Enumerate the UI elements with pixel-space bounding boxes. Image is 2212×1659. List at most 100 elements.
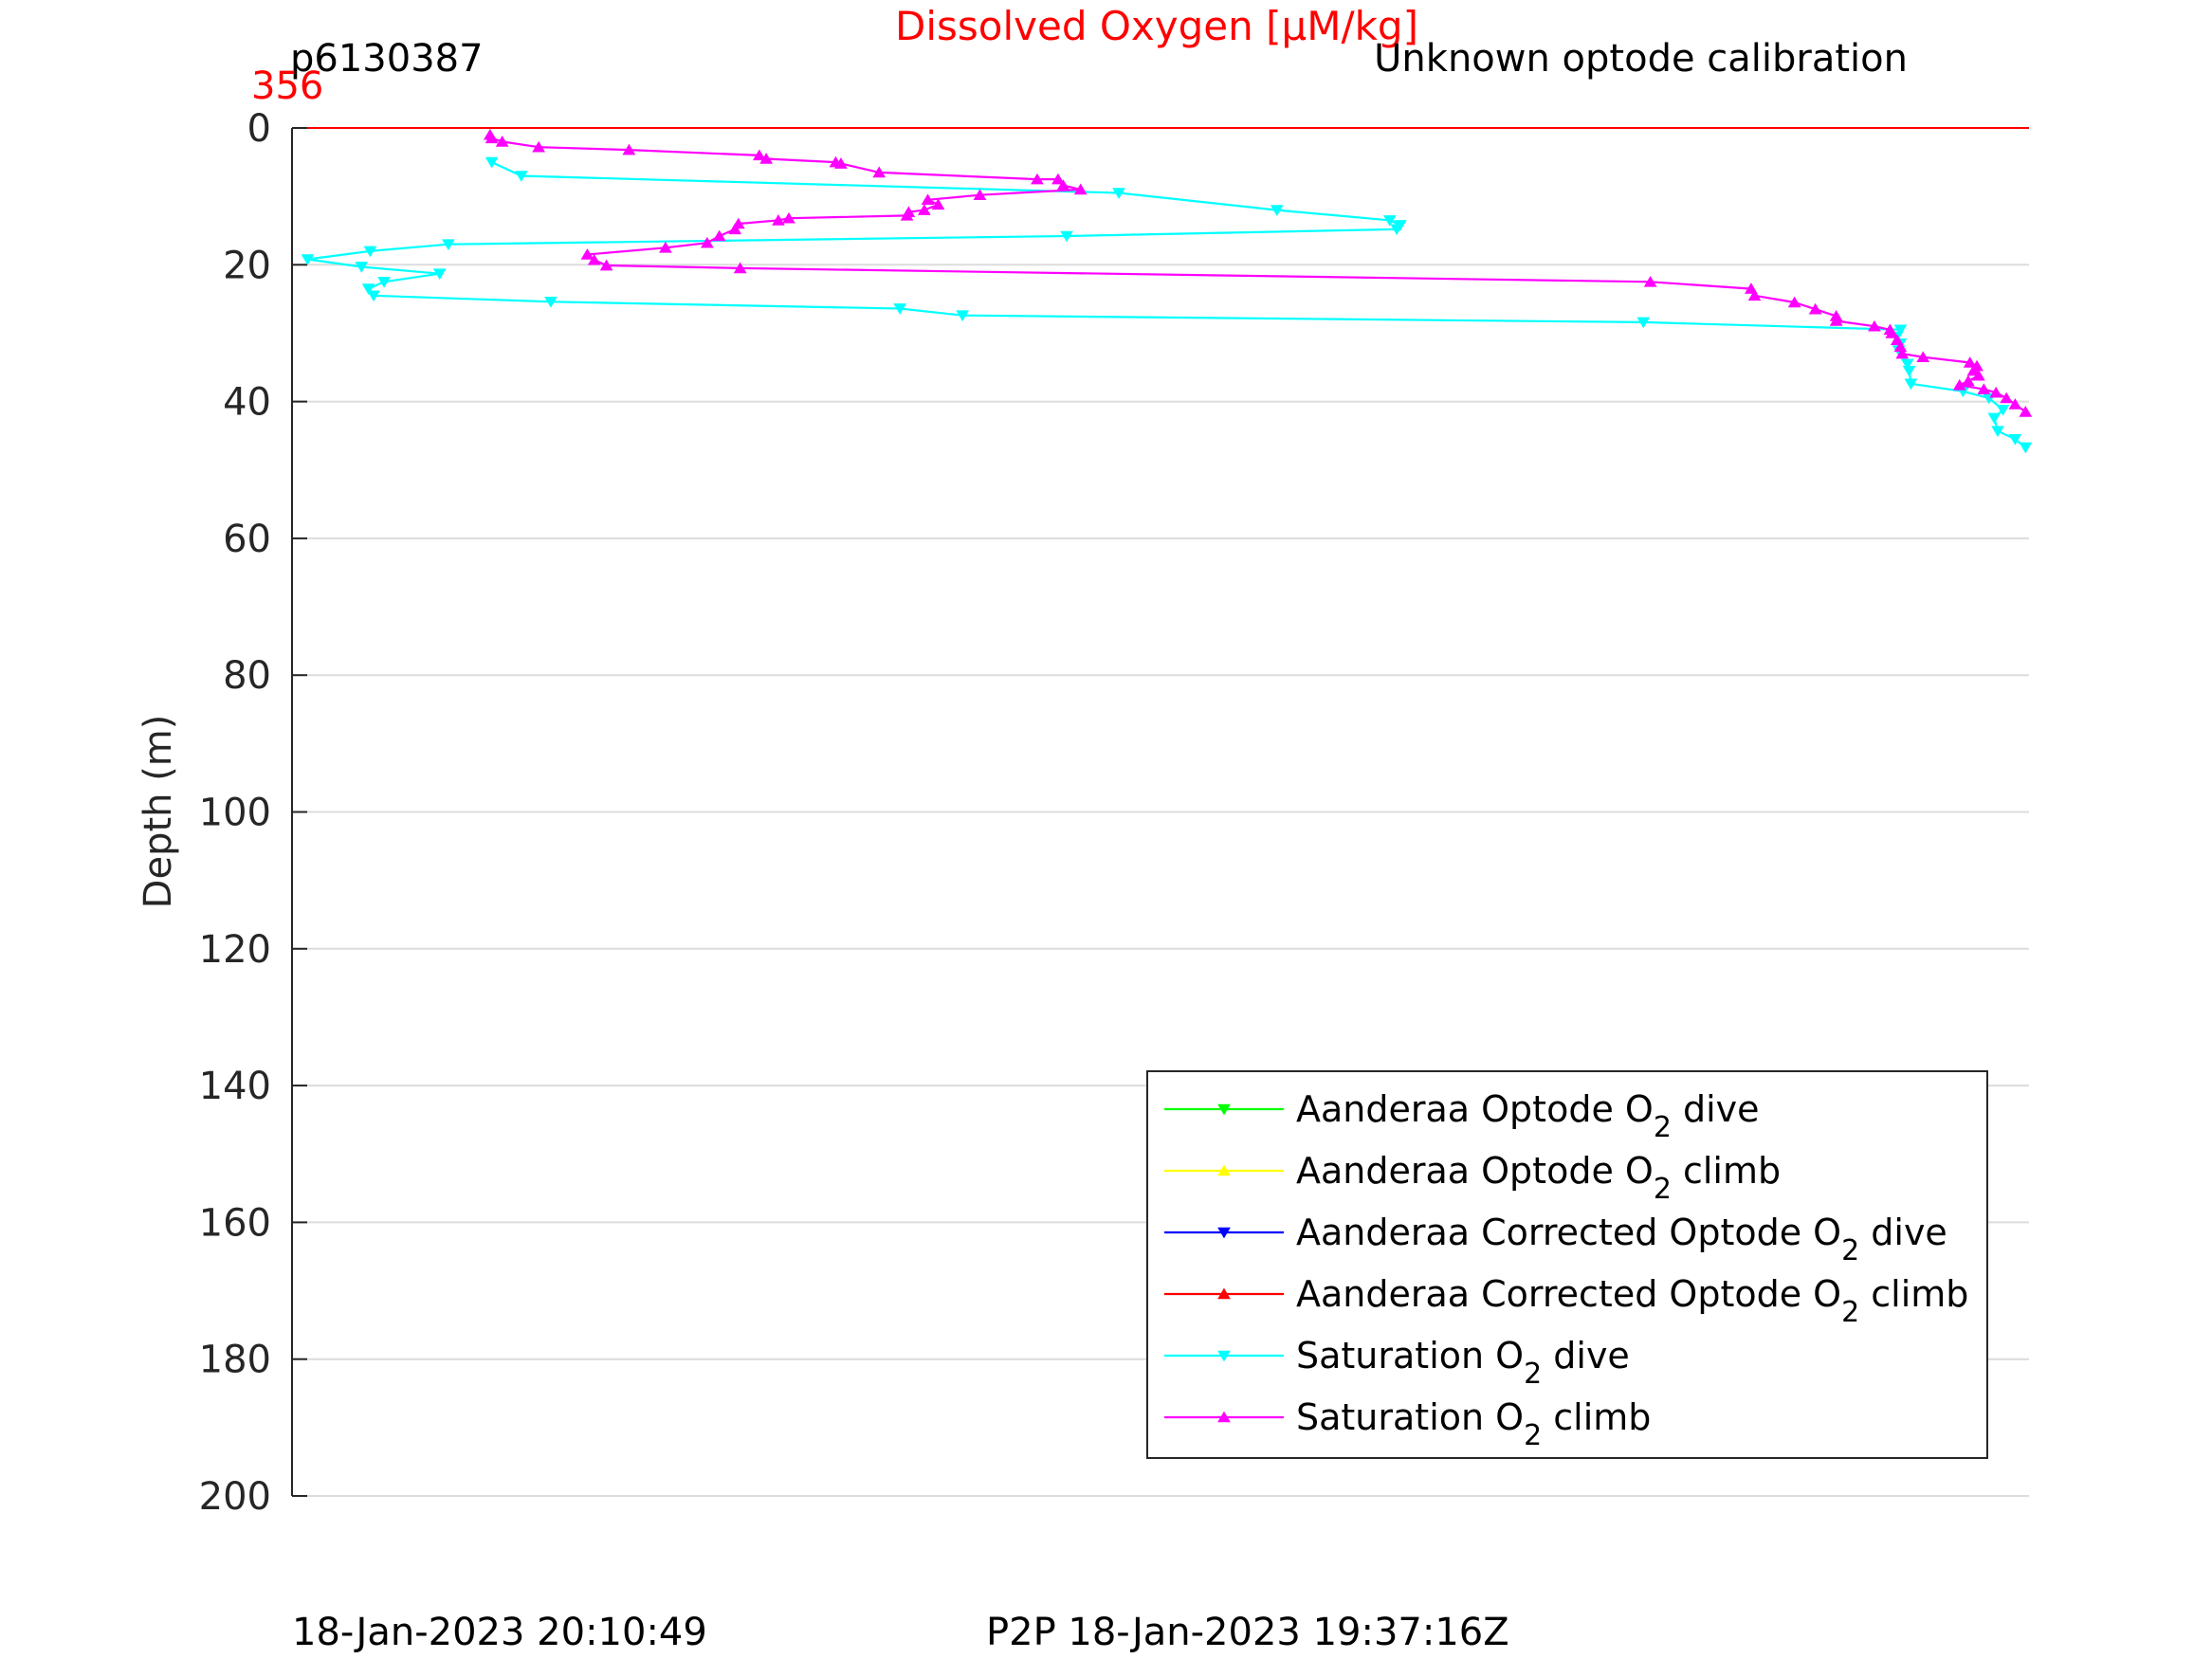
calibration-label: Unknown optode calibration <box>1374 37 1908 81</box>
data-point <box>712 229 726 242</box>
legend-label: Aanderaa Optode O2 climb <box>1296 1150 1781 1206</box>
data-point <box>367 290 380 302</box>
data-point <box>1390 224 1404 236</box>
data-point <box>1060 230 1073 243</box>
data-point <box>956 310 970 322</box>
legend-label-tail: climb <box>1542 1396 1651 1438</box>
data-point <box>544 296 558 308</box>
data-point <box>1996 404 2010 416</box>
data-point <box>2019 442 2033 454</box>
data-point <box>1966 364 1981 376</box>
data-point <box>733 262 747 274</box>
data-point <box>1987 412 2002 425</box>
data-point <box>1787 296 1801 308</box>
data-point <box>1893 324 1908 337</box>
data-point <box>1112 188 1125 199</box>
data-point <box>1747 289 1762 301</box>
legend-label-subscript: 2 <box>1524 1358 1542 1391</box>
legend-label-subscript: 2 <box>1841 1296 1859 1329</box>
data-point <box>484 132 499 144</box>
y-tick-label: 100 <box>199 792 271 835</box>
data-point <box>700 236 714 248</box>
legend-swatch-marker <box>1217 1350 1231 1362</box>
data-point <box>834 157 848 169</box>
legend-label-subscript: 2 <box>1654 1111 1672 1144</box>
legend-label-tail: dive <box>1672 1088 1760 1130</box>
y-tick-label: 180 <box>199 1339 271 1382</box>
legend-label: Saturation O2 climb <box>1296 1396 1651 1452</box>
data-point <box>1977 383 1991 394</box>
legend-label-subscript: 2 <box>1524 1419 1542 1452</box>
legend-label-main: Aanderaa Optode O <box>1296 1150 1654 1192</box>
data-point <box>432 268 447 281</box>
legend-label: Aanderaa Corrected Optode O2 dive <box>1296 1212 1947 1267</box>
data-point <box>1868 319 1881 332</box>
y-axis-label: Depth (m) <box>137 715 180 909</box>
data-point <box>893 303 907 315</box>
data-point <box>622 143 636 155</box>
y-tick-label: 120 <box>199 928 271 972</box>
data-point <box>921 193 935 206</box>
data-point <box>1073 183 1088 195</box>
data-point <box>752 149 766 161</box>
data-point <box>1051 173 1065 185</box>
data-point <box>484 156 499 169</box>
data-point <box>1056 179 1070 191</box>
y-tick-label: 160 <box>199 1201 271 1245</box>
legend-entry: Aanderaa Optode O2 dive <box>1164 1088 1760 1144</box>
data-point <box>1989 386 2003 398</box>
legend-label-subscript: 2 <box>1841 1234 1859 1267</box>
legend-label-tail: climb <box>1859 1273 1968 1315</box>
data-point <box>2019 406 2033 417</box>
chart-title: Dissolved Oxygen [μM/kg] <box>895 3 1418 49</box>
data-point <box>1902 365 1916 377</box>
data-point <box>900 209 914 221</box>
legend-swatch-marker <box>1217 1103 1231 1116</box>
legend-label-tail: dive <box>1542 1335 1630 1376</box>
data-point <box>1904 378 1918 391</box>
legend-swatch-marker <box>1217 1411 1231 1423</box>
data-point <box>1900 358 1914 371</box>
data-point <box>495 136 509 147</box>
legend-entry: Aanderaa Optode O2 climb <box>1164 1150 1781 1206</box>
data-point <box>361 283 375 295</box>
data-point <box>1382 215 1397 227</box>
y-tick-label: 0 <box>247 107 271 151</box>
legend-label-main: Aanderaa Optode O <box>1296 1088 1654 1130</box>
y-tick-label: 200 <box>199 1475 271 1519</box>
data-point <box>872 166 887 178</box>
data-point <box>772 214 785 226</box>
data-point <box>759 153 774 164</box>
legend-swatch-marker <box>1217 1164 1231 1176</box>
data-point <box>532 140 546 153</box>
y-tick-labels: 0 20 40 60 80 100 120 140 160 180 200 <box>199 107 271 1519</box>
data-point <box>377 277 391 288</box>
y-tick-label: 40 <box>223 381 271 425</box>
axes <box>291 127 307 1497</box>
data-point <box>917 204 931 215</box>
data-point <box>1829 315 1843 326</box>
data-point <box>514 171 528 182</box>
legend-swatch-marker <box>1217 1287 1231 1300</box>
legend-label-main: Saturation O <box>1296 1335 1524 1376</box>
legend-label: Aanderaa Optode O2 dive <box>1296 1088 1760 1144</box>
data-point <box>2008 398 2022 410</box>
legend-label: Saturation O2 dive <box>1296 1335 1630 1391</box>
data-point <box>1643 275 1657 287</box>
x-min-label: 356 <box>251 64 323 108</box>
legend-entry: Aanderaa Corrected Optode O2 climb <box>1164 1273 1968 1329</box>
data-point <box>1808 302 1822 315</box>
series-5 <box>483 128 2033 417</box>
legend-swatch-marker <box>1217 1227 1231 1239</box>
data-point <box>728 223 742 235</box>
data-point <box>782 211 795 224</box>
data-point <box>587 253 601 265</box>
footer-timestamp: 18-Jan-2023 20:10:49 <box>292 1611 707 1654</box>
data-point <box>2000 392 2014 404</box>
y-tick-label: 60 <box>223 518 271 561</box>
data-point <box>1962 374 1975 387</box>
data-point <box>1971 369 1985 381</box>
legend-entry: Aanderaa Corrected Optode O2 dive <box>1164 1212 1947 1267</box>
